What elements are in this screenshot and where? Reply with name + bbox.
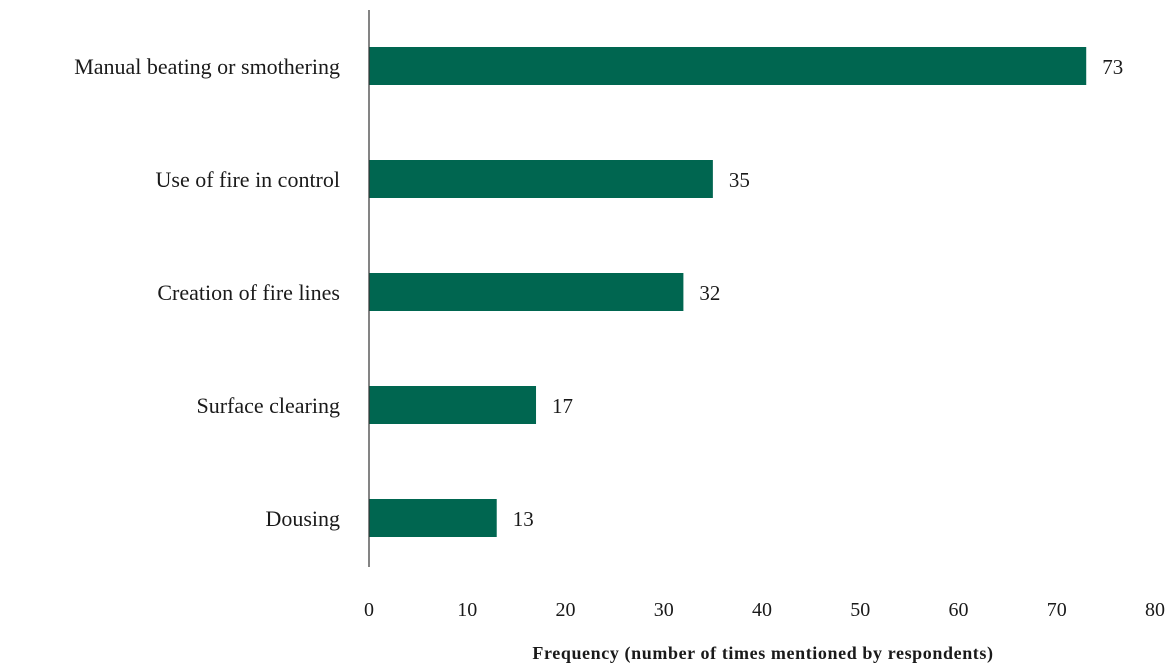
x-tick-label: 60 xyxy=(949,599,969,621)
x-axis-ticks: 0 10 20 30 40 50 60 70 80 xyxy=(364,599,1165,621)
data-label: 13 xyxy=(513,507,534,531)
data-label: 35 xyxy=(729,168,750,192)
x-tick-label: 70 xyxy=(1047,599,1067,621)
category-labels: Manual beating or smothering Use of fire … xyxy=(74,54,340,531)
bar xyxy=(369,160,713,198)
bars-layer xyxy=(369,47,1087,537)
x-tick-label: 40 xyxy=(752,599,772,621)
x-tick-label: 20 xyxy=(556,599,576,621)
bar xyxy=(369,273,684,311)
x-axis-title: Frequency (number of times mentioned by … xyxy=(532,643,993,664)
category-label: Manual beating or smothering xyxy=(74,54,340,79)
data-label: 32 xyxy=(699,281,720,305)
data-label: 17 xyxy=(552,394,573,418)
x-tick-label: 50 xyxy=(850,599,870,621)
x-tick-label: 30 xyxy=(654,599,674,621)
x-tick-label: 80 xyxy=(1145,599,1165,621)
data-labels: 73 35 32 17 13 xyxy=(513,55,1124,531)
x-tick-label: 10 xyxy=(457,599,477,621)
category-label: Dousing xyxy=(265,506,340,531)
bar xyxy=(369,47,1087,85)
x-tick-label: 0 xyxy=(364,599,374,621)
bar xyxy=(369,386,537,424)
category-label: Surface clearing xyxy=(196,393,340,418)
bar xyxy=(369,499,497,537)
category-label: Creation of fire lines xyxy=(157,280,340,305)
data-label: 73 xyxy=(1102,55,1123,79)
category-label: Use of fire in control xyxy=(156,167,341,192)
